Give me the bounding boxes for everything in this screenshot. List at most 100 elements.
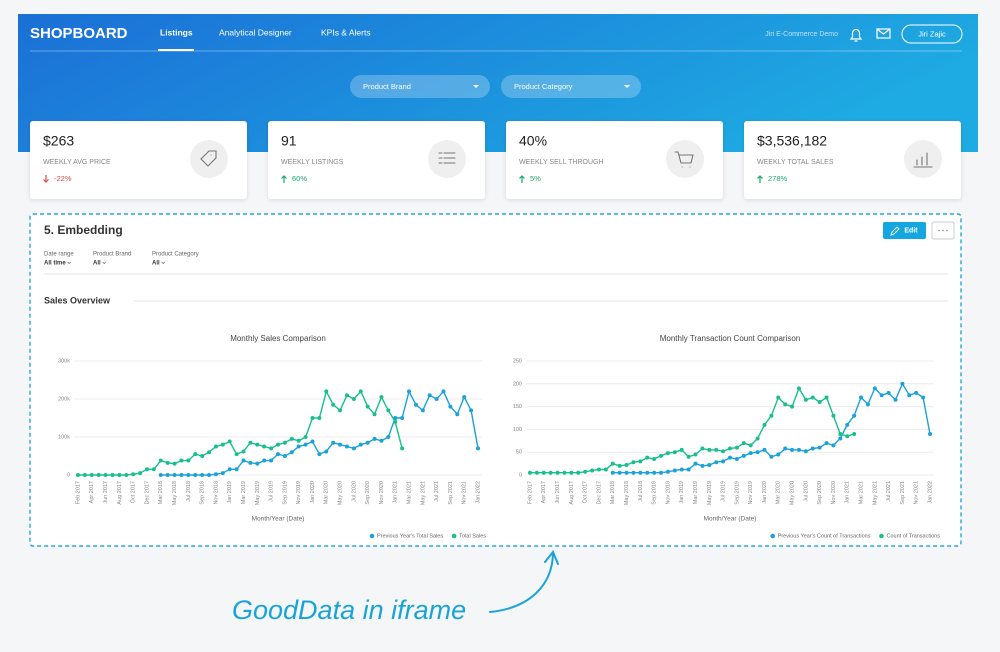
data-point[interactable] — [638, 470, 643, 475]
embed-filter-label[interactable]: Product Category — [152, 252, 199, 258]
data-point[interactable] — [900, 381, 905, 386]
legend-label[interactable]: Count of Transactions — [886, 533, 940, 539]
data-point[interactable] — [124, 473, 129, 477]
nav-item[interactable]: Analytical Designer — [219, 27, 292, 37]
data-point[interactable] — [672, 468, 677, 473]
embed-filter-label[interactable]: Date range — [44, 252, 74, 258]
data-point[interactable] — [151, 467, 156, 472]
data-point[interactable] — [179, 458, 184, 463]
data-point[interactable] — [255, 461, 260, 466]
data-point[interactable] — [448, 404, 453, 409]
data-point[interactable] — [769, 413, 774, 418]
embed-filter-label[interactable]: Product Brand — [93, 252, 131, 258]
data-point[interactable] — [96, 473, 101, 477]
data-point[interactable] — [469, 408, 474, 413]
data-point[interactable] — [576, 470, 581, 475]
data-point[interactable] — [783, 402, 788, 407]
data-point[interactable] — [534, 470, 539, 475]
data-point[interactable] — [893, 397, 898, 402]
data-point[interactable] — [379, 395, 384, 400]
data-point[interactable] — [838, 436, 843, 441]
legend-label[interactable]: Previous Year's Total Sales — [377, 533, 443, 539]
data-point[interactable] — [365, 404, 370, 409]
data-point[interactable] — [289, 450, 294, 455]
data-point[interactable] — [262, 444, 267, 449]
data-point[interactable] — [317, 452, 322, 457]
data-point[interactable] — [331, 440, 336, 445]
data-point[interactable] — [679, 467, 684, 472]
data-point[interactable] — [462, 395, 467, 400]
data-point[interactable] — [707, 447, 712, 452]
data-point[interactable] — [400, 416, 405, 420]
data-point[interactable] — [831, 413, 836, 418]
data-point[interactable] — [762, 447, 767, 452]
legend-swatch[interactable] — [451, 533, 457, 539]
data-point[interactable] — [748, 451, 753, 456]
data-point[interactable] — [434, 397, 439, 401]
data-point[interactable] — [741, 441, 746, 446]
data-point[interactable] — [734, 445, 739, 450]
data-point[interactable] — [220, 442, 225, 447]
data-point[interactable] — [338, 442, 343, 447]
data-point[interactable] — [262, 458, 267, 463]
data-point[interactable] — [248, 460, 253, 465]
data-point[interactable] — [700, 463, 705, 468]
legend-swatch[interactable] — [369, 533, 375, 539]
bell-icon[interactable] — [849, 28, 863, 42]
data-point[interactable] — [796, 386, 801, 391]
data-point[interactable] — [728, 455, 732, 460]
data-point[interactable] — [790, 404, 795, 409]
data-point[interactable] — [227, 439, 232, 444]
data-point[interactable] — [476, 446, 480, 451]
data-point[interactable] — [921, 395, 926, 400]
data-point[interactable] — [351, 397, 356, 401]
data-point[interactable] — [331, 402, 336, 407]
data-point[interactable] — [803, 397, 808, 402]
data-point[interactable] — [686, 467, 691, 472]
data-point[interactable] — [241, 449, 246, 454]
data-point[interactable] — [158, 473, 163, 477]
data-point[interactable] — [413, 402, 418, 407]
user-button[interactable] — [901, 24, 963, 44]
data-point[interactable] — [817, 400, 822, 405]
legend-swatch[interactable] — [879, 533, 884, 539]
data-point[interactable] — [234, 467, 239, 472]
data-point[interactable] — [700, 446, 705, 451]
data-point[interactable] — [324, 389, 329, 394]
data-point[interactable] — [372, 436, 377, 441]
data-point[interactable] — [831, 443, 836, 448]
data-point[interactable] — [638, 459, 643, 464]
data-point[interactable] — [269, 458, 274, 463]
data-point[interactable] — [200, 473, 205, 477]
data-point[interactable] — [886, 390, 891, 395]
data-point[interactable] — [852, 413, 857, 418]
data-point[interactable] — [528, 470, 532, 475]
data-point[interactable] — [693, 461, 698, 466]
data-point[interactable] — [213, 444, 218, 449]
data-point[interactable] — [672, 450, 677, 455]
filter-dropdown[interactable] — [350, 75, 490, 98]
data-point[interactable] — [427, 393, 432, 398]
data-point[interactable] — [824, 395, 829, 400]
nav-item[interactable]: Listings — [160, 27, 193, 37]
data-point[interactable] — [583, 469, 588, 474]
data-point[interactable] — [324, 449, 329, 454]
data-point[interactable] — [914, 390, 919, 395]
data-point[interactable] — [776, 395, 781, 400]
data-point[interactable] — [207, 473, 212, 477]
data-point[interactable] — [679, 447, 684, 452]
user-name[interactable]: Jiri Zajic — [918, 29, 946, 38]
data-point[interactable] — [179, 473, 184, 477]
filter-label[interactable]: Product Category — [514, 82, 573, 91]
data-point[interactable] — [358, 442, 363, 447]
data-point[interactable] — [89, 473, 94, 477]
data-point[interactable] — [879, 393, 884, 398]
data-point[interactable] — [255, 442, 260, 447]
data-point[interactable] — [838, 431, 843, 436]
data-point[interactable] — [617, 463, 622, 468]
data-point[interactable] — [590, 468, 595, 473]
data-point[interactable] — [289, 436, 294, 441]
data-point[interactable] — [351, 446, 356, 451]
edit-label[interactable]: Edit — [904, 227, 918, 234]
data-point[interactable] — [810, 395, 815, 400]
